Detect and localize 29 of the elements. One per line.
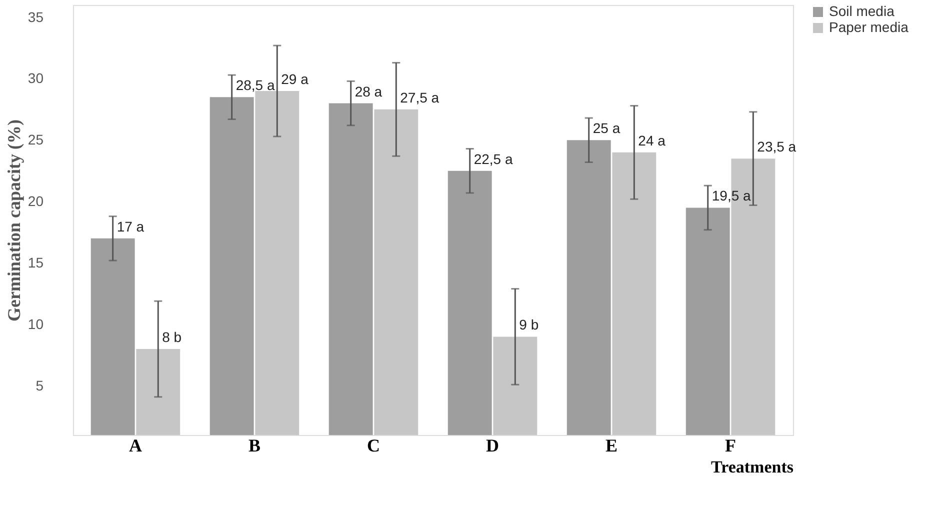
x-axis-title: Treatments: [711, 458, 794, 476]
data-label: 17 a: [116, 218, 144, 234]
y-tick-label: 20: [28, 193, 44, 210]
legend-label: Paper media: [829, 19, 909, 35]
data-label: 24 a: [638, 132, 666, 148]
data-label: 19,5 a: [712, 188, 752, 204]
data-label: 23,5 a: [757, 138, 796, 155]
x-tick-label: C: [366, 436, 380, 456]
y-tick-label: 25: [28, 132, 44, 148]
y-tick-label: 30: [28, 70, 44, 86]
data-label: 27,5 a: [400, 89, 440, 106]
y-tick-label: 15: [28, 254, 44, 270]
x-tick-label: B: [248, 436, 260, 456]
x-tick-label: F: [725, 436, 736, 456]
data-label: 9 b: [519, 316, 539, 333]
data-label: 8 b: [162, 329, 182, 345]
data-label: 28,5 a: [236, 77, 275, 94]
y-axis-title: Germination capacity (%): [4, 120, 24, 322]
x-tick-label: A: [128, 436, 142, 456]
data-label: 22,5 a: [474, 150, 513, 167]
data-label: 25 a: [592, 120, 620, 136]
x-tick-label: D: [486, 436, 500, 456]
legend-label: Soil media: [829, 3, 895, 19]
y-tick-label: 10: [28, 316, 44, 332]
x-tick-label: E: [606, 436, 618, 456]
data-label: 29 a: [281, 71, 309, 87]
y-tick-label: 5: [36, 377, 44, 394]
y-tick-label: 35: [28, 8, 44, 25]
data-label: 28 a: [354, 83, 382, 100]
